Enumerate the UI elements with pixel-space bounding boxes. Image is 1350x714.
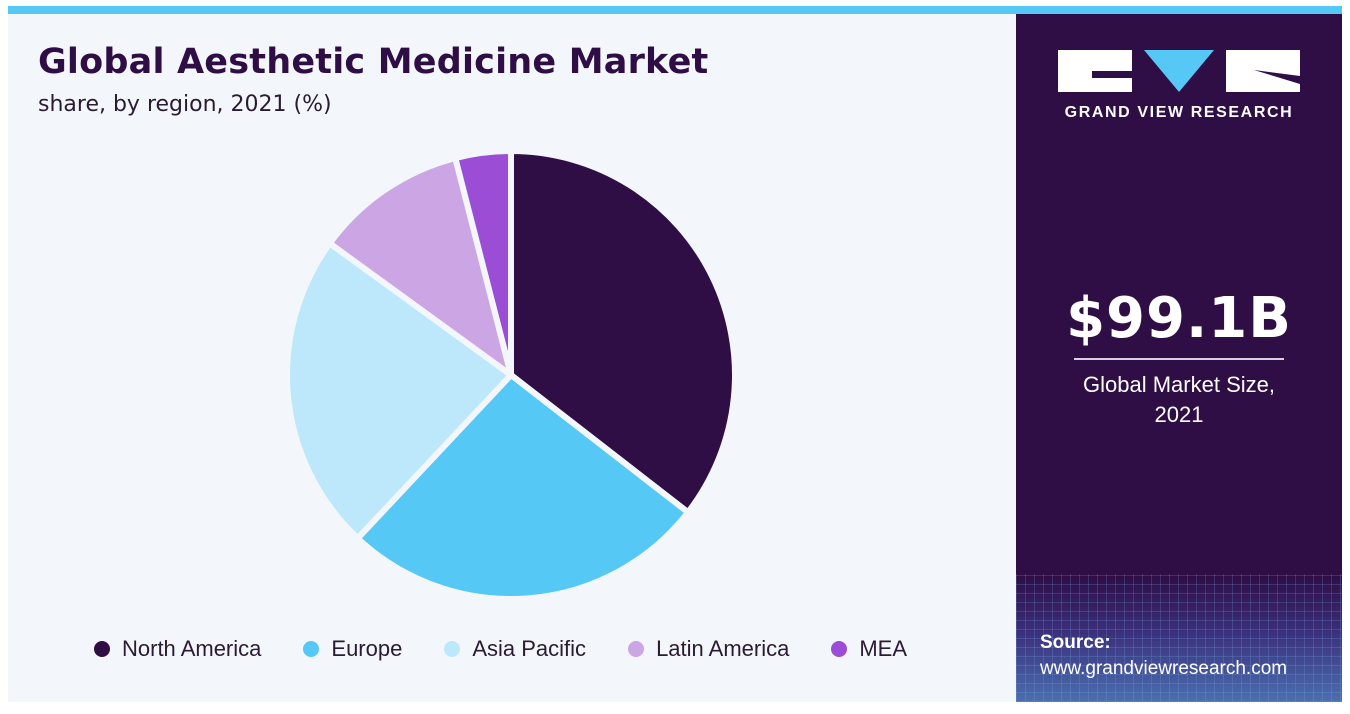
legend-label-mea: MEA xyxy=(859,636,908,661)
chart-card: Global Aesthetic Medicine Market share, … xyxy=(8,6,1342,702)
chart-subtitle: share, by region, 2021 (%) xyxy=(38,92,332,117)
legend-item-europe: Europe xyxy=(303,636,402,662)
chart-title: Global Aesthetic Medicine Market xyxy=(38,42,709,82)
market-size-label: Global Market Size, 2021 xyxy=(1046,370,1312,430)
pie-slice-europe xyxy=(354,372,691,602)
market-size-value: $99.1B xyxy=(1066,286,1292,351)
legend-label-north-america: North America xyxy=(122,636,262,661)
market-size-label-line2: 2021 xyxy=(1154,402,1204,427)
decorative-texture xyxy=(1016,574,1342,702)
pie-slice-mea xyxy=(452,148,514,378)
market-size-label-line1: Global Market Size, xyxy=(1083,372,1275,397)
legend-dot-europe xyxy=(303,641,320,657)
brand-name: GRAND VIEW RESEARCH xyxy=(1064,104,1294,121)
legend-label-asia-pacific: Asia Pacific xyxy=(472,636,587,661)
source-label: Source: xyxy=(1040,632,1111,653)
pie-slice-north-america xyxy=(508,148,738,516)
divider xyxy=(1074,358,1284,360)
legend-item-asia-pacific: Asia Pacific xyxy=(444,636,586,662)
pie-slice-latin-america xyxy=(326,155,514,378)
legend-label-europe: Europe xyxy=(331,636,403,661)
pie-chart xyxy=(284,148,738,602)
info-sidebar: GRAND VIEW RESEARCH $99.1B Global Market… xyxy=(1016,14,1342,702)
legend-dot-north-america xyxy=(94,641,110,657)
top-accent-bar xyxy=(8,6,1342,14)
pie-slice-asia-pacific xyxy=(284,240,514,542)
legend-dot-latin-america xyxy=(628,641,645,657)
legend-item-mea: MEA xyxy=(831,636,907,662)
legend-item-latin-america: Latin America xyxy=(628,636,789,662)
legend-item-north-america: North America xyxy=(94,636,261,662)
source-url[interactable]: www.grandviewresearch.com xyxy=(1040,658,1288,679)
legend-dot-asia-pacific xyxy=(444,641,461,657)
chart-legend: North America Europe Asia Pacific Latin Ame… xyxy=(94,634,949,664)
legend-dot-mea xyxy=(831,641,848,657)
legend-label-latin-america: Latin America xyxy=(656,636,790,661)
gvr-logo xyxy=(1058,50,1300,92)
